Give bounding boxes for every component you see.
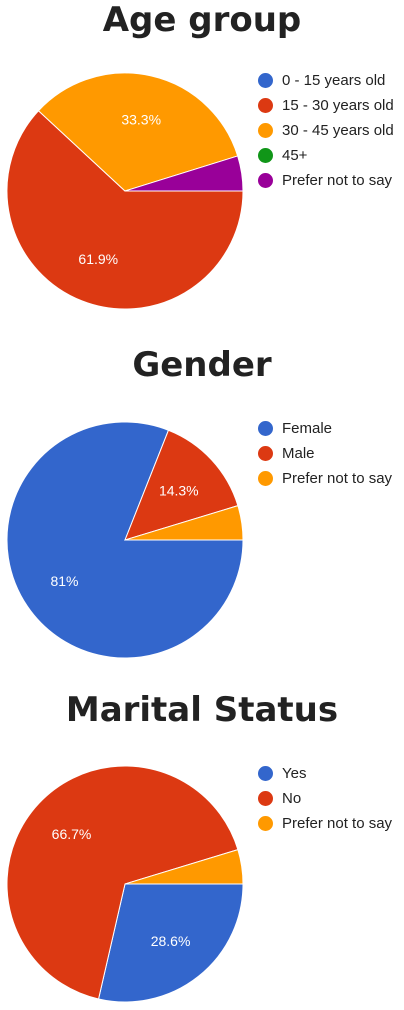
chart-legend: 0 - 15 years old 15 - 30 years old 30 - 45… <box>258 68 394 193</box>
legend-swatch <box>258 123 273 138</box>
legend-swatch <box>258 471 273 486</box>
legend-item-no[interactable]: No <box>258 786 392 811</box>
legend-label: Prefer not to say <box>282 815 393 832</box>
pie-slice-no[interactable] <box>6 765 239 1000</box>
legend-label: Prefer not to say <box>282 172 393 189</box>
legend-label: 15 - 30 years old <box>282 97 394 114</box>
legend-item-45[interactable]: 45+ <box>258 143 394 168</box>
marital-status-chart: Marital Status 28.6% 66.7% Yes No Prefer no… <box>0 690 404 1010</box>
legend-label: Male <box>282 445 315 462</box>
slice-label: 33.3% <box>121 112 161 128</box>
slice-label: 66.7% <box>52 826 92 842</box>
legend-label: 0 - 15 years old <box>282 72 386 89</box>
chart-legend: Yes No Prefer not to say <box>258 761 392 836</box>
legend-swatch <box>258 791 273 806</box>
legend-label: Prefer not to say <box>282 470 393 487</box>
pie-slice-prefer-not-to-say[interactable] <box>124 849 244 885</box>
legend-item-prefer-not-to-say[interactable]: Prefer not to say <box>258 168 394 193</box>
legend-swatch <box>258 816 273 831</box>
age-group-chart: Age group 61.9% 33.3% 0 - 15 years old 15 … <box>0 0 404 330</box>
legend-label: 30 - 45 years old <box>282 122 394 139</box>
pie-chart: 81% 14.3% <box>6 421 244 659</box>
legend-swatch <box>258 98 273 113</box>
slice-label: 61.9% <box>78 251 118 267</box>
pie-slice-male[interactable] <box>124 429 239 541</box>
legend-swatch <box>258 173 273 188</box>
chart-title: Marital Status <box>65 690 339 730</box>
chart-legend: Female Male Prefer not to say <box>258 416 392 491</box>
legend-swatch <box>258 73 273 88</box>
legend-item-15-30-years-old[interactable]: 15 - 30 years old <box>258 93 394 118</box>
legend-swatch <box>258 421 273 436</box>
slice-label: 14.3% <box>159 482 199 498</box>
legend-swatch <box>258 148 273 163</box>
legend-swatch <box>258 766 273 781</box>
legend-label: No <box>282 790 302 807</box>
legend-item-30-45-years-old[interactable]: 30 - 45 years old <box>258 118 394 143</box>
pie-slice-15-30-years-old[interactable] <box>6 110 244 310</box>
pie-slice-30-45-years-old[interactable] <box>37 72 239 192</box>
legend-label: Female <box>282 420 333 437</box>
pie-slice-yes[interactable] <box>97 883 244 1003</box>
legend-item-female[interactable]: Female <box>258 416 392 441</box>
pie-slice-female[interactable] <box>6 421 244 659</box>
slice-label: 81% <box>50 573 78 589</box>
pie-chart: 28.6% 66.7% <box>6 765 244 1003</box>
chart-title: Age group <box>102 0 302 40</box>
slice-label: 28.6% <box>151 933 191 949</box>
legend-item-yes[interactable]: Yes <box>258 761 392 786</box>
legend-label: Yes <box>282 765 307 782</box>
pie-chart: 61.9% 33.3% <box>6 72 244 310</box>
legend-label: 45+ <box>282 147 308 164</box>
legend-item-male[interactable]: Male <box>258 441 392 466</box>
legend-item-prefer-not-to-say[interactable]: Prefer not to say <box>258 466 392 491</box>
legend-item-0-15-years-old[interactable]: 0 - 15 years old <box>258 68 394 93</box>
legend-swatch <box>258 446 273 461</box>
chart-title: Gender <box>132 345 272 385</box>
legend-item-prefer-not-to-say[interactable]: Prefer not to say <box>258 811 392 836</box>
gender-chart: Gender 81% 14.3% Female Male Prefer not to … <box>0 345 404 675</box>
pie-slice-prefer-not-to-say[interactable] <box>124 155 244 192</box>
pie-slice-prefer-not-to-say[interactable] <box>124 505 244 541</box>
